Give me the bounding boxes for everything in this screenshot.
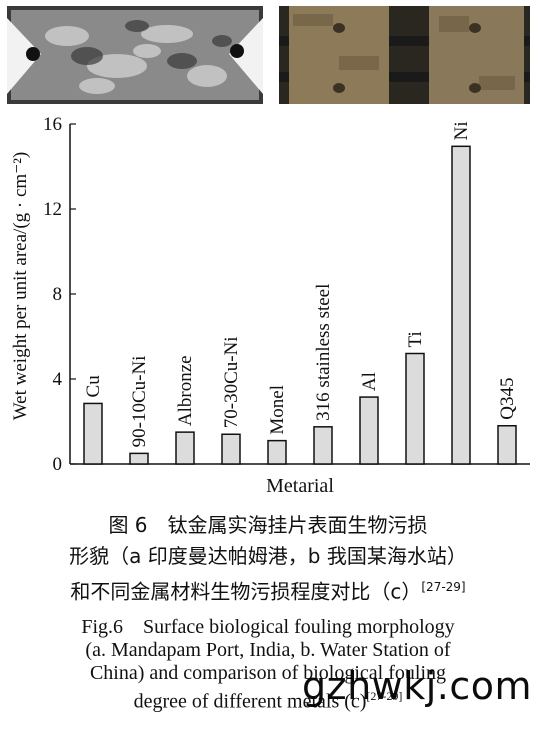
caption-cn-line2-text: 形貌（a 印度曼达帕姆港，b 我国某海水站） [69,544,467,568]
bar [267,439,287,465]
chart-bars: Cu 90-10Cu-Ni Albronze 70-30Cu-Ni Monel 316 s… [83,121,518,465]
bar [83,402,103,465]
caption-cn: 图 6 钛金属实海挂片表面生物污损 形貌（a 印度曼达帕姆港，b 我国某海水站）… [0,510,536,608]
y-tick-label: 0 [53,454,63,475]
bar-label: 70-30Cu-Ni [221,336,242,428]
caption-en-line4-text: degree of different metals (c) [133,690,367,713]
photo-a [7,6,263,104]
brick-plate-photo [279,6,530,104]
x-axis-label: Metarial [266,475,334,497]
y-tick-label: 12 [43,199,62,220]
caption-en-line3: China) and comparison of biological foul… [89,662,447,684]
bar [451,145,471,465]
bar-label: Ni [451,121,472,140]
y-tick-label: 4 [53,369,63,390]
caption-en-line2: (a. Mandapam Port, India, b. Water Stati… [85,639,451,661]
y-tick-label: 16 [43,114,62,135]
bar [359,396,379,465]
caption-cn-line1: 图 6 钛金属实海挂片表面生物污损 [108,513,428,537]
y-tick-label: 8 [53,284,63,305]
bar-label: Ti [405,331,426,347]
photo-b [279,6,530,104]
caption-en-ref: [27-29] [366,689,403,703]
bar [175,431,195,465]
bar-label: Albronze [175,355,196,426]
bar-label: 90-10Cu-Ni [129,356,150,448]
caption-en-line4: degree of different metals (c)[27-29] [0,685,536,714]
bar-label: 316 stainless steel [313,284,334,421]
bar-label: Al [359,372,380,391]
bar-label: Q345 [497,378,518,420]
caption-en-line1: Fig.6 Surface biological fouling morphol… [81,616,455,638]
bar [313,426,333,465]
caption-en: Fig.6 Surface biological fouling morphol… [0,616,536,714]
caption-cn-line3-text: 和不同金属材料生物污损程度对比（c） [70,579,422,604]
bar-chart: Wet weight per unit area/(g · cm⁻²) Meta… [10,114,530,497]
bar-label: Cu [83,375,104,398]
caption-cn-ref: [27-29] [421,580,466,594]
titanium-plate-photo [7,6,263,104]
caption-cn-line3: 和不同金属材料生物污损程度对比（c）[27-29] [0,572,536,608]
bar [129,452,149,465]
bar [405,352,425,465]
bar-label: Monel [267,385,288,435]
y-axis-label: Wet weight per unit area/(g · cm⁻²) [10,152,31,420]
watermark: gzhwkj.com [302,664,533,708]
bar [497,425,517,465]
bar [221,433,241,465]
caption-cn-line2: 形貌（a 印度曼达帕姆港，b 我国某海水站） [0,541,536,572]
